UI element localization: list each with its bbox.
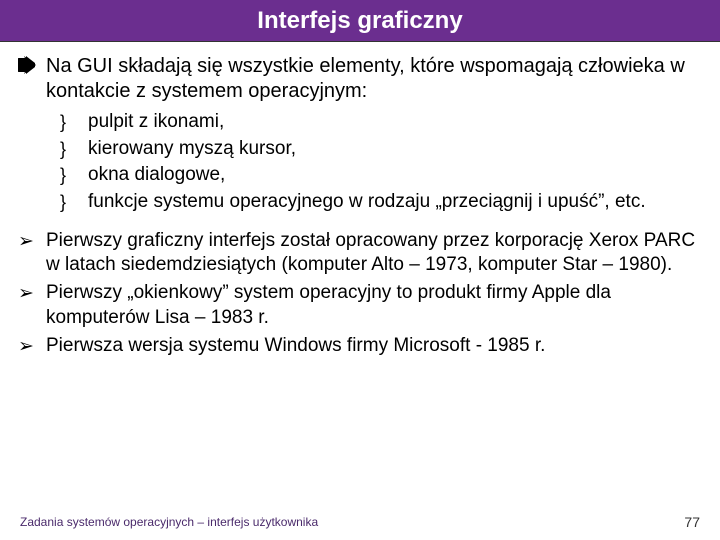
sub-item-text: kierowany myszą kursor, [88, 137, 296, 162]
slide-header: Interfejs graficzny [0, 0, 720, 42]
chevron-bullet-icon: ➢ [18, 334, 46, 359]
secondary-item-text: Pierwszy graficzny interfejs został opra… [46, 229, 702, 278]
secondary-item: ➢ Pierwszy „okienkowy” system operacyjny… [18, 281, 702, 330]
secondary-list: ➢ Pierwszy graficzny interfejs został op… [18, 229, 702, 360]
brace-bullet-icon: } [60, 110, 88, 135]
intro-item: Na GUI składają się wszystkie elementy, … [18, 54, 702, 104]
sub-item-text: pulpit z ikonami, [88, 110, 224, 135]
secondary-item-text: Pierwszy „okienkowy” system operacyjny t… [46, 281, 702, 330]
sub-list: } pulpit z ikonami, } kierowany myszą ku… [60, 110, 702, 215]
slide-title: Interfejs graficzny [257, 7, 462, 35]
sub-item: } funkcje systemu operacyjnego w rodzaju… [60, 190, 702, 215]
brace-bullet-icon: } [60, 163, 88, 188]
arrow-bullet-icon [18, 54, 46, 104]
secondary-item: ➢ Pierwszy graficzny interfejs został op… [18, 229, 702, 278]
slide-content: Na GUI składają się wszystkie elementy, … [0, 42, 720, 359]
sub-item-text: okna dialogowe, [88, 163, 225, 188]
sub-item: } pulpit z ikonami, [60, 110, 702, 135]
secondary-item: ➢ Pierwsza wersja systemu Windows firmy … [18, 334, 702, 359]
page-number: 77 [684, 514, 700, 530]
sub-item-text: funkcje systemu operacyjnego w rodzaju „… [88, 190, 646, 215]
intro-text: Na GUI składają się wszystkie elementy, … [46, 54, 702, 104]
footer-text: Zadania systemów operacyjnych – interfej… [20, 515, 318, 529]
sub-item: } okna dialogowe, [60, 163, 702, 188]
sub-item: } kierowany myszą kursor, [60, 137, 702, 162]
chevron-bullet-icon: ➢ [18, 229, 46, 278]
brace-bullet-icon: } [60, 137, 88, 162]
brace-bullet-icon: } [60, 190, 88, 215]
secondary-item-text: Pierwsza wersja systemu Windows firmy Mi… [46, 334, 545, 359]
slide-footer: Zadania systemów operacyjnych – interfej… [0, 514, 720, 530]
chevron-bullet-icon: ➢ [18, 281, 46, 330]
